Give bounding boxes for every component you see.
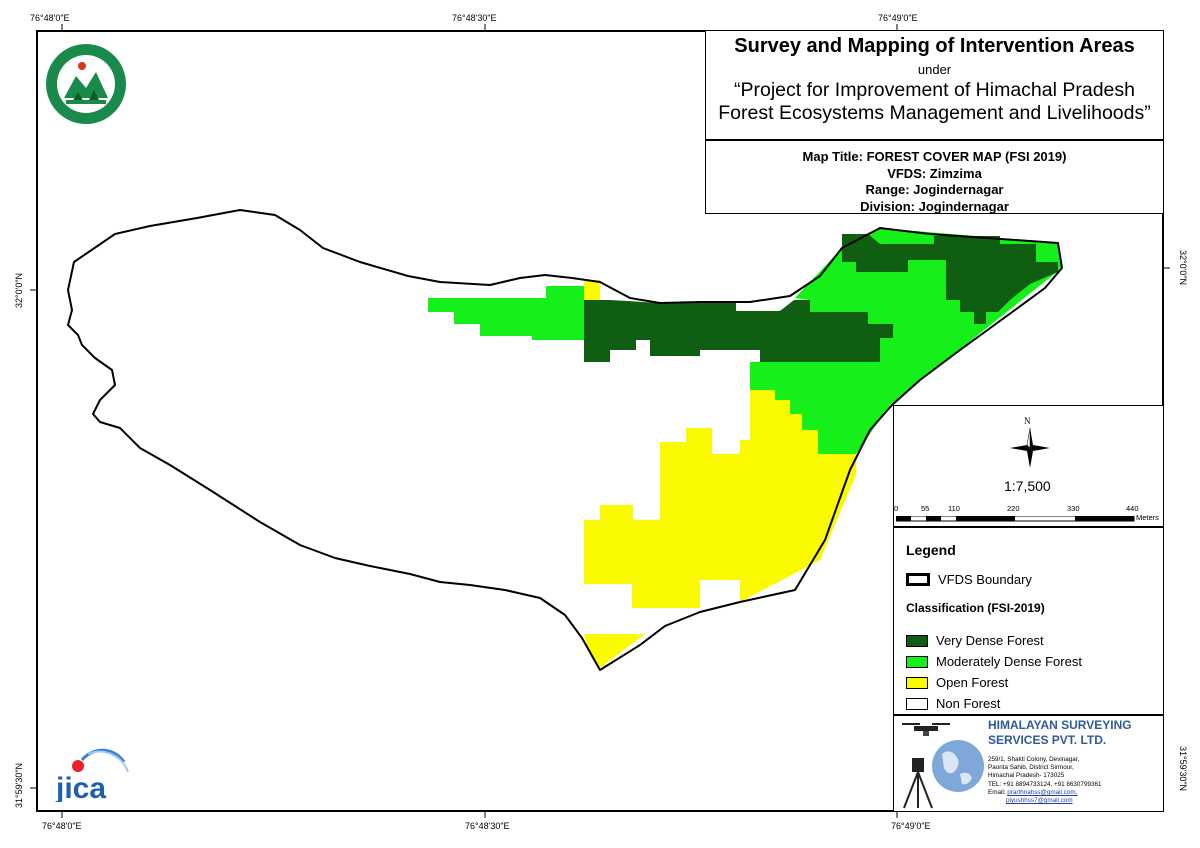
survey-equipment-icon bbox=[902, 723, 984, 809]
open-forest-swatch bbox=[906, 676, 928, 689]
legend-label-moderately-dense: Moderately Dense Forest bbox=[936, 654, 1082, 669]
scale-tick-220: 220 bbox=[1007, 504, 1020, 513]
svg-text:jica: jica bbox=[55, 772, 106, 802]
company-name-line-1: HIMALAYAN SURVEYING bbox=[988, 718, 1132, 732]
company-name: HIMALAYAN SURVEYING SERVICES PVT. LTD. bbox=[988, 718, 1132, 748]
boundary-swatch bbox=[906, 573, 930, 586]
scale-tick-440: 440 bbox=[1126, 504, 1139, 513]
project-name-line-1: “Project for Improvement of Himachal Pra… bbox=[734, 79, 1135, 101]
non-forest-swatch bbox=[906, 697, 928, 710]
address-line-3: Himachal Pradesh- 173025 bbox=[988, 772, 1065, 780]
graticule-ticks bbox=[30, 24, 1170, 818]
scale-tick-0: 0 bbox=[894, 504, 899, 513]
legend-item-non-forest: Non Forest bbox=[906, 696, 1000, 711]
coord-top-3: 76°49'0"E bbox=[878, 13, 918, 23]
coord-bottom-3: 76°49'0"E bbox=[891, 821, 931, 831]
legend-boundary-item: VFDS Boundary bbox=[906, 572, 1032, 587]
forest-department-emblem bbox=[42, 42, 130, 126]
legend-label-non-forest: Non Forest bbox=[936, 696, 1001, 711]
north-arrow-icon bbox=[1010, 428, 1050, 468]
title-panel: Survey and Mapping of Intervention Areas… bbox=[705, 30, 1164, 140]
jica-logo: jica bbox=[52, 742, 132, 805]
scale-unit: Meters bbox=[1136, 513, 1159, 522]
project-name-line-2: Forest Ecosystems Management and Livelih… bbox=[718, 102, 1151, 124]
scale-ratio: 1:7,500 bbox=[1004, 478, 1051, 494]
email-link-2[interactable]: piyushhss7@gmail.com bbox=[1006, 797, 1073, 805]
map-title-text: Map Title: FOREST COVER MAP (FSI 2019) bbox=[802, 149, 1067, 164]
email-link-1[interactable]: prarthnahss@gmail.com, bbox=[1007, 788, 1078, 796]
legend-item-moderately-dense: Moderately Dense Forest bbox=[906, 654, 1082, 669]
address-line-1: 259/1, Shakti Colony, Devinagar, bbox=[988, 756, 1080, 763]
email-line-1: Email: prarthnahss@gmail.com, bbox=[988, 789, 1101, 797]
range-name: Range: Jogindernagar bbox=[865, 182, 1004, 197]
legend-item-very-dense: Very Dense Forest bbox=[906, 633, 1044, 648]
scale-tick-110: 110 bbox=[948, 504, 960, 513]
coord-top-2: 76°48'30"E bbox=[452, 13, 497, 23]
company-address: 259/1, Shakti Colony, Devinagar, Paonta … bbox=[988, 756, 1101, 805]
coord-top-1: 76°48'0"E bbox=[30, 13, 70, 23]
very-dense-swatch bbox=[906, 634, 928, 647]
title-under-text: under bbox=[917, 62, 952, 77]
company-name-line-2: SERVICES PVT. LTD. bbox=[988, 733, 1107, 747]
scale-panel: N 1:7,500 0 55 110 220 330 440 Meters bbox=[893, 405, 1164, 527]
map-main-title: Survey and Mapping of Intervention Areas bbox=[734, 35, 1135, 57]
coord-bottom-1: 76°48'0"E bbox=[42, 821, 82, 831]
address-line-4: TEL: +91 8894733124, +91 8630799361 bbox=[988, 780, 1102, 788]
legend-label-very-dense: Very Dense Forest bbox=[936, 633, 1044, 648]
address-line-2: Paonta Sahib, District Sirmour, bbox=[988, 764, 1074, 772]
legend-item-open-forest: Open Forest bbox=[906, 675, 1008, 690]
moderately-dense-swatch bbox=[906, 655, 928, 668]
email-label: Email: bbox=[988, 788, 1006, 796]
coord-bottom-2: 76°48'30"E bbox=[465, 821, 510, 831]
scale-tick-55: 55 bbox=[921, 504, 930, 513]
legend-panel: Legend VFDS Boundary Classification (FSI… bbox=[893, 527, 1164, 715]
legend-boundary-label: VFDS Boundary bbox=[938, 572, 1032, 587]
classification-title: Classification (FSI-2019) bbox=[906, 601, 1045, 615]
division-name: Division: Jogindernagar bbox=[860, 198, 1009, 214]
very-dense-forest-area bbox=[584, 234, 1058, 362]
north-label: N bbox=[1024, 416, 1031, 426]
scale-bar bbox=[896, 516, 1135, 522]
vfds-boundary-line bbox=[67, 209, 1063, 671]
company-panel: HIMALAYAN SURVEYING SERVICES PVT. LTD. 2… bbox=[893, 715, 1164, 812]
legend-label-open-forest: Open Forest bbox=[936, 675, 1009, 690]
vfds-name: VFDS: Zimzima bbox=[887, 165, 982, 181]
project-name: “Project for Improvement of Himachal Pra… bbox=[706, 79, 1163, 125]
scale-tick-330: 330 bbox=[1067, 504, 1080, 513]
map-info-panel: Map Title: FOREST COVER MAP (FSI 2019) V… bbox=[705, 140, 1164, 214]
email-line-2: piyushhss7@gmail.com bbox=[988, 797, 1101, 805]
legend-title: Legend bbox=[906, 542, 956, 558]
